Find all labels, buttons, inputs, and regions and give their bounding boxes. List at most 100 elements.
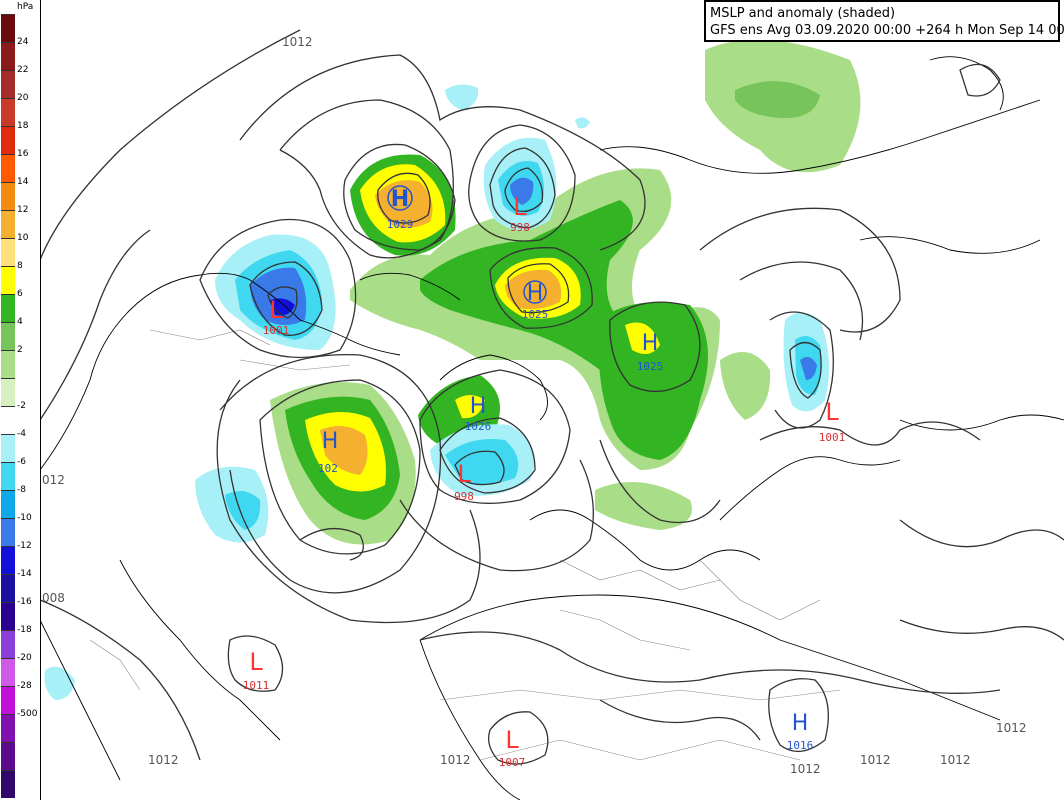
title-box: MSLP and anomaly (shaded) GFS ens Avg 03… (704, 0, 1064, 42)
legend-tick: -2 (17, 401, 26, 411)
legend-swatch (1, 630, 15, 658)
color-legend: hPa 24 22 20 18 16 14 12 10 8 6 4 2 -2 -4 -6 -8 -10 -12 -1… (0, 0, 41, 800)
legend-swatch (1, 490, 15, 518)
legend-tick: 18 (17, 121, 29, 131)
center-1025-high-scandinavia: H 1025 (637, 331, 664, 373)
legend-tick: -4 (17, 429, 26, 439)
svg-text:1011: 1011 (243, 679, 270, 692)
center-1011-low-atlantic: L 1011 (243, 648, 270, 692)
svg-text:1025: 1025 (637, 360, 664, 373)
legend-swatch (1, 98, 15, 126)
svg-text:1026: 1026 (465, 420, 492, 433)
legend-tick: 22 (17, 65, 29, 75)
chart-title: MSLP and anomaly (shaded) (710, 6, 896, 21)
svg-text:1012: 1012 (440, 753, 471, 767)
legend-swatch (1, 546, 15, 574)
svg-text:1012: 1012 (996, 721, 1027, 735)
legend-tick: 6 (17, 289, 23, 299)
svg-text:H: H (322, 429, 339, 454)
legend-swatch (1, 658, 15, 686)
svg-text:H: H (642, 331, 659, 356)
center-1029-high: H 1029 (387, 185, 414, 231)
center-998-low-barents: L 998 (510, 193, 530, 234)
legend-tick: -12 (17, 541, 32, 551)
negative-anomaly-shading (44, 84, 829, 700)
svg-text:L: L (457, 460, 471, 488)
chart-subtitle: GFS ens Avg 03.09.2020 00:00 +264 h Mon … (710, 23, 1064, 38)
svg-text:H: H (391, 187, 409, 212)
center-102-high-canada: H 102 (318, 429, 338, 475)
legend-unit: hPa (17, 2, 34, 12)
legend-swatch (1, 238, 15, 266)
legend-swatch (1, 266, 15, 294)
legend-tick: -18 (17, 625, 32, 635)
legend-tick: -14 (17, 569, 32, 579)
svg-text:102: 102 (318, 462, 338, 475)
legend-swatch (1, 70, 15, 98)
legend-tick: 20 (17, 93, 29, 103)
legend-swatch (1, 322, 15, 350)
svg-text:1007: 1007 (499, 756, 526, 769)
svg-text:012: 012 (42, 473, 65, 487)
legend-tick: -500 (17, 709, 38, 719)
svg-text:1029: 1029 (387, 218, 414, 231)
svg-text:1016: 1016 (787, 739, 814, 752)
legend-swatch (1, 42, 15, 70)
legend-tick: 24 (17, 37, 29, 47)
center-1007-low-sahara: L 1007 (499, 726, 526, 769)
svg-text:1001: 1001 (819, 431, 846, 444)
legend-swatch (1, 182, 15, 210)
country-borders (89, 329, 841, 761)
center-1025-high-arctic: H 1025 (522, 280, 549, 321)
legend-swatch (1, 294, 15, 322)
legend-tick: 12 (17, 205, 29, 215)
svg-text:998: 998 (510, 221, 530, 234)
isobar-labels: 1012 012 008 1012 1012 1012 1012 1012 10… (42, 35, 1027, 776)
legend-tick: 4 (17, 317, 23, 327)
svg-text:998: 998 (454, 490, 474, 503)
legend-tick: 16 (17, 149, 29, 159)
legend-swatch (1, 14, 15, 42)
svg-text:L: L (269, 296, 283, 324)
positive-anomaly-shading (270, 39, 861, 545)
legend-tick: 10 (17, 233, 29, 243)
svg-text:1012: 1012 (790, 762, 821, 776)
legend-swatch (1, 462, 15, 490)
svg-text:1012: 1012 (940, 753, 971, 767)
center-1001-low-alaska: L 1001 (263, 296, 290, 337)
svg-text:1025: 1025 (522, 308, 549, 321)
svg-text:1001: 1001 (263, 324, 290, 337)
center-998-low-iceland: L 998 (454, 460, 474, 503)
legend-swatch (1, 126, 15, 154)
svg-text:H: H (527, 281, 544, 306)
center-1016-high-arabia: H 1016 (787, 711, 814, 752)
svg-text:1012: 1012 (282, 35, 313, 49)
svg-text:H: H (792, 711, 809, 736)
svg-text:008: 008 (42, 591, 65, 605)
legend-swatch (1, 434, 15, 462)
svg-text:1012: 1012 (148, 753, 179, 767)
legend-tick: 2 (17, 345, 23, 355)
svg-text:H: H (470, 394, 487, 419)
legend-swatch (1, 714, 15, 742)
legend-tick: -6 (17, 457, 26, 467)
legend-swatch (1, 378, 15, 406)
legend-tick: -28 (17, 681, 32, 691)
legend-swatch (1, 770, 15, 798)
legend-tick: 8 (17, 261, 23, 271)
legend-swatch (1, 406, 15, 434)
isobars (39, 29, 1064, 765)
legend-tick: -8 (17, 485, 26, 495)
legend-tick: -16 (17, 597, 32, 607)
legend-swatch (1, 154, 15, 182)
legend-swatch (1, 574, 15, 602)
center-1026-high-greenland: H 1026 (465, 394, 492, 433)
pressure-centers: H 1029 L 998 L 1001 H 1025 H 1025 H 1026… (243, 185, 846, 769)
legend-swatch (1, 602, 15, 630)
legend-swatch (1, 518, 15, 546)
svg-text:L: L (513, 193, 527, 221)
legend-tick: -10 (17, 513, 32, 523)
coastlines (39, 56, 1064, 800)
legend-swatch (1, 686, 15, 714)
svg-text:L: L (825, 398, 839, 426)
